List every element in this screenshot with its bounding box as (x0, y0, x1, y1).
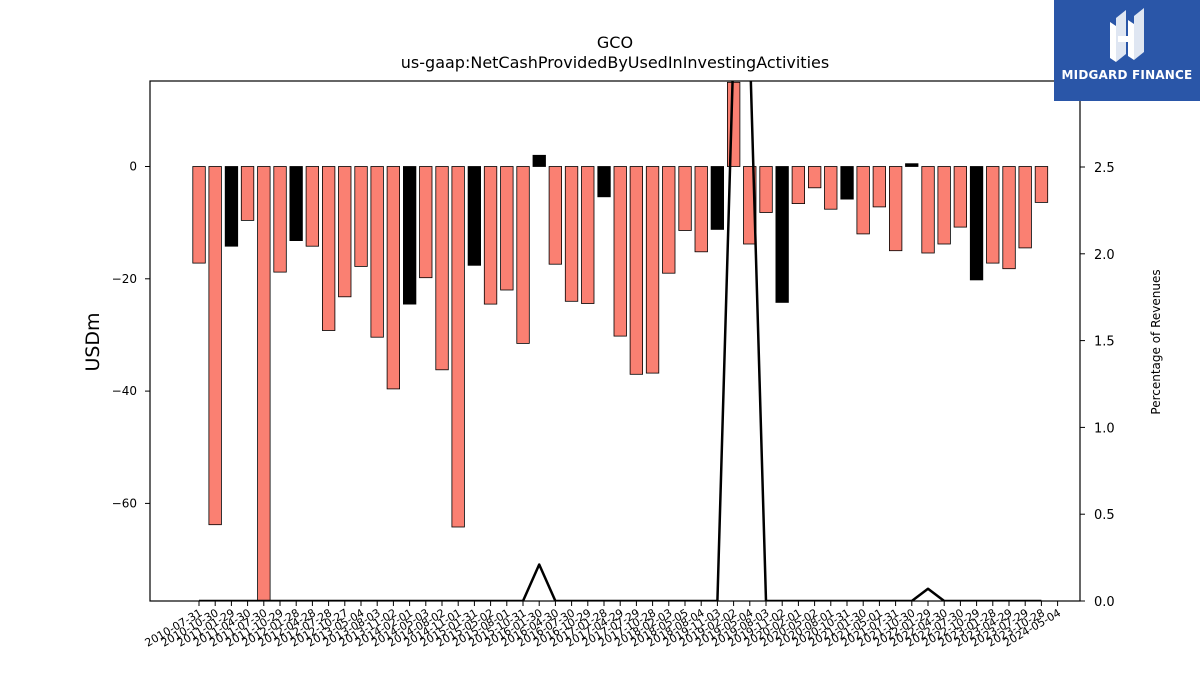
bar (467, 166, 482, 266)
y2-tick-label: 1.5 (1094, 335, 1115, 350)
y-axis: 0 −20 −40 −60 (112, 160, 150, 510)
bar (953, 166, 967, 228)
bar (986, 166, 1000, 264)
bar (759, 166, 773, 213)
bar (856, 166, 870, 235)
bar (532, 154, 546, 167)
bar (564, 166, 579, 302)
bar (500, 166, 514, 291)
bar (419, 166, 433, 279)
midgard-logo-icon (1110, 8, 1144, 62)
bar (921, 166, 935, 254)
bar (402, 166, 417, 305)
bar (321, 166, 336, 331)
bar (613, 166, 627, 337)
y2-tick-label: 0.5 (1094, 508, 1115, 523)
bar (338, 166, 352, 298)
bar (257, 166, 271, 601)
bar (192, 166, 206, 264)
bar (629, 166, 643, 375)
bar (694, 166, 708, 253)
bar (1034, 166, 1049, 203)
bar-series (192, 81, 1049, 601)
bar (791, 166, 805, 204)
bar (678, 166, 692, 231)
logo-text: MIDGARD FINANCE (1061, 68, 1193, 82)
bar (808, 166, 822, 189)
bar (905, 163, 919, 167)
y2-tick-label: 2.0 (1094, 248, 1115, 263)
bar (273, 166, 287, 273)
y2-tick-label: 1.0 (1094, 421, 1115, 436)
bar (969, 166, 984, 281)
bar (289, 166, 303, 241)
bar (710, 166, 724, 230)
bar (581, 166, 595, 304)
bar (354, 166, 368, 267)
bar (305, 166, 320, 247)
y-tick-label: 0 (129, 160, 137, 174)
bar (840, 166, 854, 200)
bar (370, 166, 384, 338)
y-tick-label: −20 (112, 272, 137, 286)
bar (597, 166, 611, 198)
bar (224, 166, 239, 247)
midgard-logo: MIDGARD FINANCE (1054, 0, 1200, 101)
plot-frame (149, 80, 1081, 602)
bar (451, 166, 465, 528)
bar (516, 166, 530, 344)
chart-title: GCO (597, 33, 633, 52)
bar (775, 166, 789, 303)
bar (435, 166, 449, 371)
bar (889, 166, 903, 252)
y-tick-label: −40 (112, 384, 137, 398)
bar (208, 166, 222, 526)
y-tick-label: −60 (112, 496, 137, 510)
bar (483, 166, 498, 305)
y2-axis: 0.0 0.5 1.0 1.5 2.0 2.5 (1080, 161, 1115, 610)
bar (872, 166, 886, 208)
y2-axis-label: Percentage of Revenues (1149, 269, 1163, 414)
bar (1002, 166, 1016, 270)
bar (240, 166, 255, 221)
y2-tick-label: 2.5 (1094, 161, 1115, 176)
chart-subtitle: us-gaap:NetCashProvidedByUsedInInvesting… (401, 53, 829, 72)
bar (662, 166, 676, 274)
y-axis-label: USDm (82, 312, 104, 371)
bar (824, 166, 838, 210)
bar (937, 166, 951, 245)
bar (386, 166, 401, 390)
bar (1018, 166, 1032, 249)
bar (645, 166, 660, 374)
bar (548, 166, 562, 265)
x-axis: 2010-07-312010-10-302011-01-292011-04-30… (143, 601, 1063, 650)
y2-tick-label: 0.0 (1094, 595, 1115, 610)
